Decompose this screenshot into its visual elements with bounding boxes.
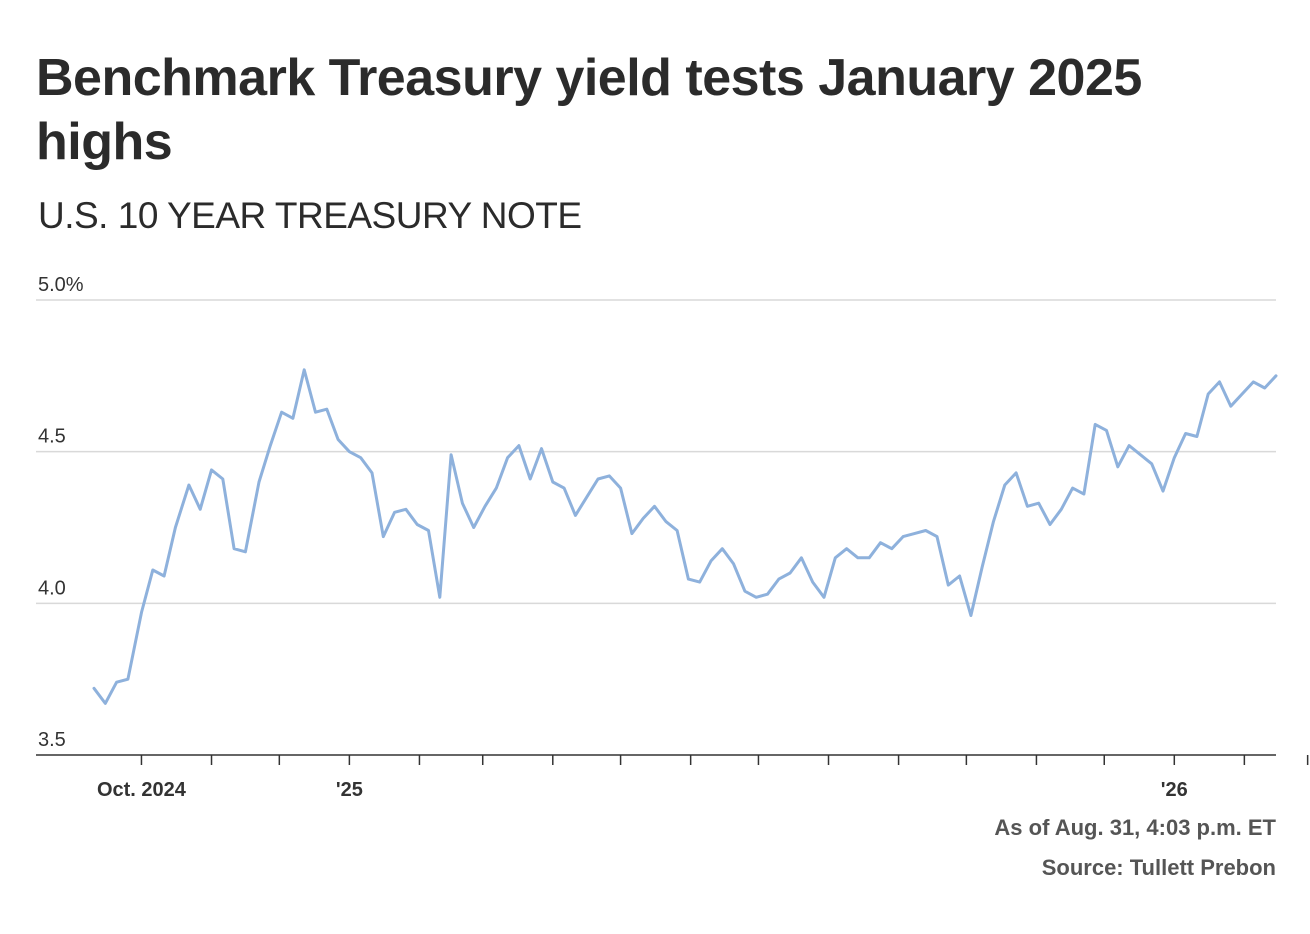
- yield-series-line: [92, 368, 1278, 705]
- x-axis: [36, 754, 1309, 765]
- x-tick-label: Oct. 2024: [97, 779, 187, 801]
- y-tick-label: 4.5: [38, 426, 66, 448]
- x-tick-label: '25: [336, 779, 363, 801]
- as-of-note: As of Aug. 31, 4:03 p.m. ET: [994, 815, 1276, 840]
- chart-title: Benchmark Treasury yield tests January 2…: [36, 49, 1142, 171]
- y-axis-labels: 5.0% 4.5 4.0 3.5: [38, 274, 84, 751]
- y-tick-label: 4.0: [38, 577, 66, 599]
- x-axis-labels: Oct. 2024 '25 '26: [97, 779, 1188, 801]
- y-tick-label: 3.5: [38, 729, 66, 751]
- x-tick-label: '26: [1161, 779, 1188, 801]
- y-tick-label: 5.0%: [38, 274, 84, 296]
- gridlines: [36, 299, 1276, 605]
- source-note: Source: Tullett Prebon: [1041, 855, 1276, 880]
- chart-subtitle: U.S. 10 YEAR TREASURY NOTE: [38, 195, 582, 236]
